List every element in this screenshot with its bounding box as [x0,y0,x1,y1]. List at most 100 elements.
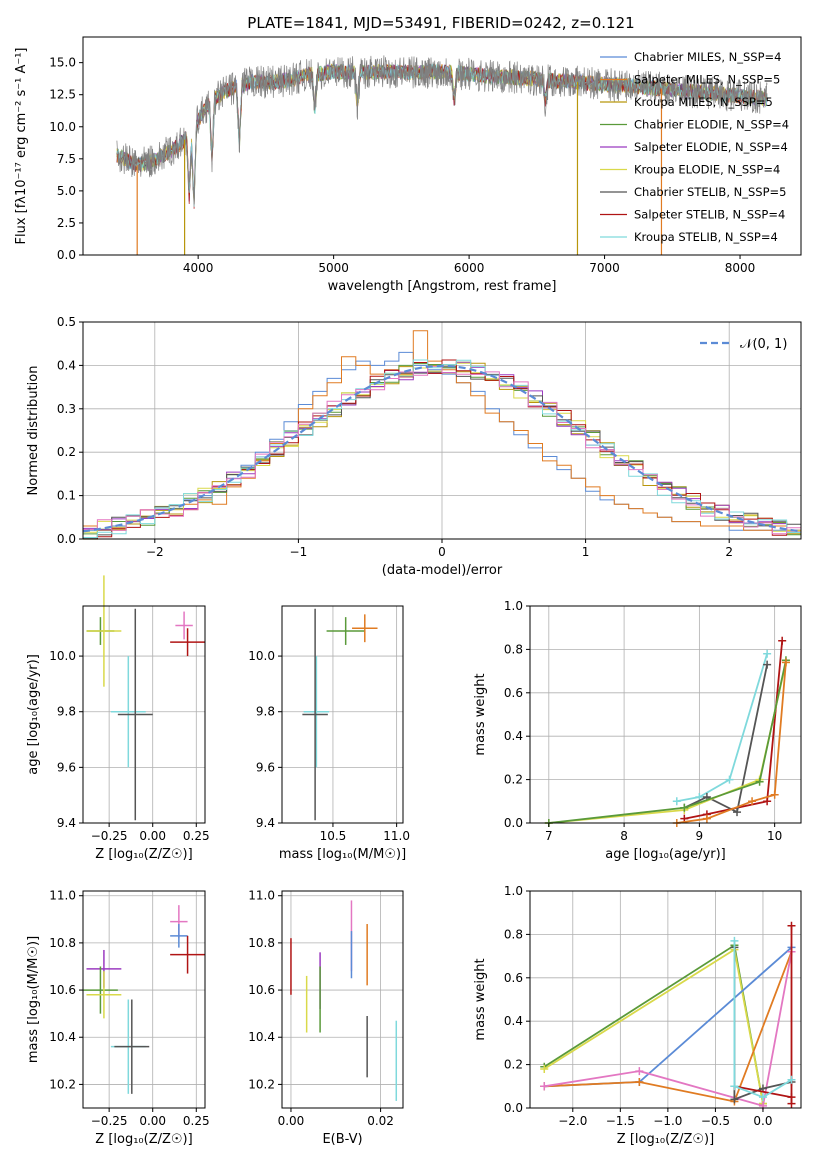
axes-frame-5 [82,890,206,1109]
ytick-label-3-3: 10.0 [248,649,275,663]
xtick-label-1-3: 1 [582,545,590,559]
xtick-label-3-0: 10.5 [320,829,347,843]
weight-marker-7-7-3 [787,1075,796,1084]
ytick-label-5-0: 10.2 [49,1077,76,1091]
xtick-label-1-4: 2 [725,545,733,559]
axes-frame-3 [281,605,404,824]
weight-marker-7-7-0 [730,936,739,945]
ytick-label-5-1: 10.4 [49,1030,76,1044]
ytick-label-4-4: 0.8 [504,642,523,656]
xtick-label-5-1: 0.00 [139,1114,166,1128]
xtick-label-6-0: 0.00 [278,1114,305,1128]
ytick-label-1-3: 0.3 [57,402,76,416]
legend-entry-4: Salpeter ELODIE, N_SSP=4 [634,140,788,154]
legend-entry-0: Chabrier MILES, N_SSP=4 [634,50,781,64]
x-axis-label-6: E(B-V) [322,1132,362,1147]
xtick-label-5-0: −0.25 [91,1114,128,1128]
ytick-label-3-2: 9.8 [256,705,275,719]
ytick-label-5-4: 11.0 [49,889,76,903]
xtick-label-7-3: −0.5 [701,1114,730,1128]
legend-entry-7: Salpeter STELIB, N_SSP=4 [634,208,785,222]
xtick-label-0-4: 8000 [725,261,756,275]
weight-marker-7-4-0 [540,1082,549,1091]
weight-marker-7-5-1 [730,1095,739,1104]
observed-spectrum [116,55,768,205]
weight-series-7-7 [733,940,792,1099]
ytick-label-4-5: 1.0 [504,599,523,613]
y-axis-label-0: Flux [fλ10⁻¹⁷ erg cm⁻² s⁻¹ A⁻¹] [14,48,29,245]
axes-frame-4 [529,605,802,824]
xtick-label-4-0: 7 [545,829,553,843]
legend-entry-1: Salpeter MILES, N_SSP=5 [634,73,780,87]
x-axis-label-1: (data-model)/error [382,563,503,578]
weight-marker-7-7-2 [758,1093,767,1102]
xtick-label-1-2: 0 [438,545,446,559]
ytick-label-5-2: 10.6 [49,983,76,997]
weight-series-4-0 [676,653,768,803]
ytick-label-2-0: 9.4 [57,816,76,830]
ytick-label-3-0: 9.4 [256,816,275,830]
ytick-label-6-1: 10.4 [248,1030,275,1044]
weight-series-7-4 [544,951,793,1107]
axes-frame-6 [281,890,404,1109]
weight-marker-4-1-3 [778,636,787,645]
xtick-label-0-3: 7000 [589,261,620,275]
weight-series-4-2 [683,664,768,814]
weight-marker-4-5-2 [748,797,757,806]
chart-title: PLATE=1841, MJD=53491, FIBERID=0242, z=0… [247,14,634,32]
gaussian-curve [82,364,802,533]
xtick-label-4-1: 8 [620,829,628,843]
ytick-label-4-3: 0.6 [504,686,523,700]
ytick-label-2-2: 9.8 [57,705,76,719]
weight-marker-4-0-0 [672,797,681,806]
weight-marker-4-1-2 [763,797,772,806]
weight-marker-4-0-2 [725,775,734,784]
xtick-label-2-1: 0.00 [139,829,166,843]
ytick-label-7-2: 0.4 [504,1014,523,1028]
ytick-label-6-0: 10.2 [248,1077,275,1091]
xtick-label-6-1: 0.02 [367,1114,394,1128]
legend-gaussian-label: 𝒩(0, 1) [740,337,787,352]
axes-frame-2 [82,605,206,824]
xtick-label-3-1: 11.0 [383,829,410,843]
legend-entry-6: Chabrier STELIB, N_SSP=5 [634,185,786,199]
weight-marker-4-5-4 [781,658,790,667]
weight-marker-4-0-3 [763,649,772,658]
xtick-label-7-4: 0.0 [753,1114,772,1128]
weight-marker-7-6-2 [787,921,796,930]
weight-marker-4-4-1 [680,803,689,812]
weight-marker-7-3-1 [635,1077,644,1086]
ytick-label-4-1: 0.2 [504,773,523,787]
x-axis-label-5: Z [log₁₀(Z/Z☉)] [95,1132,192,1147]
ytick-label-3-1: 9.6 [256,760,275,774]
weight-marker-4-4-2 [755,777,764,786]
x-axis-label-0: wavelength [Angstrom, rest frame] [328,279,557,294]
weight-marker-4-5-1 [702,814,711,823]
axes-frame-0 [82,36,802,256]
weight-series-7-3 [544,951,793,1103]
weight-series-7-6 [734,925,793,1104]
ytick-label-1-0: 0.0 [57,532,76,546]
xtick-label-0-2: 6000 [454,261,485,275]
xtick-label-4-2: 9 [696,829,704,843]
x-axis-label-4: age [log₁₀(age/yr)] [605,847,726,862]
y-axis-label-4: mass weight [473,673,488,755]
ytick-label-6-3: 10.8 [248,936,275,950]
axes-frame-7 [529,890,802,1109]
weight-series-7-0 [543,943,764,1104]
ytick-label-4-0: 0.0 [504,816,523,830]
ytick-label-6-2: 10.6 [248,983,275,997]
weight-marker-4-2-2 [733,808,742,817]
hist-extra-7 [83,365,801,535]
ytick-label-6-4: 11.0 [248,889,275,903]
ytick-label-4-2: 0.4 [504,729,523,743]
xtick-label-2-2: 0.25 [183,829,210,843]
x-axis-label-3: mass [log₁₀(M/M☉)] [279,847,406,862]
ytick-label-0-3: 7.5 [57,152,76,166]
xtick-label-0-0: 4000 [183,261,214,275]
ytick-label-0-0: 0.0 [57,248,76,262]
ytick-label-7-5: 1.0 [504,884,523,898]
xtick-label-7-0: −2.0 [558,1114,587,1128]
ytick-label-0-1: 2.5 [57,216,76,230]
